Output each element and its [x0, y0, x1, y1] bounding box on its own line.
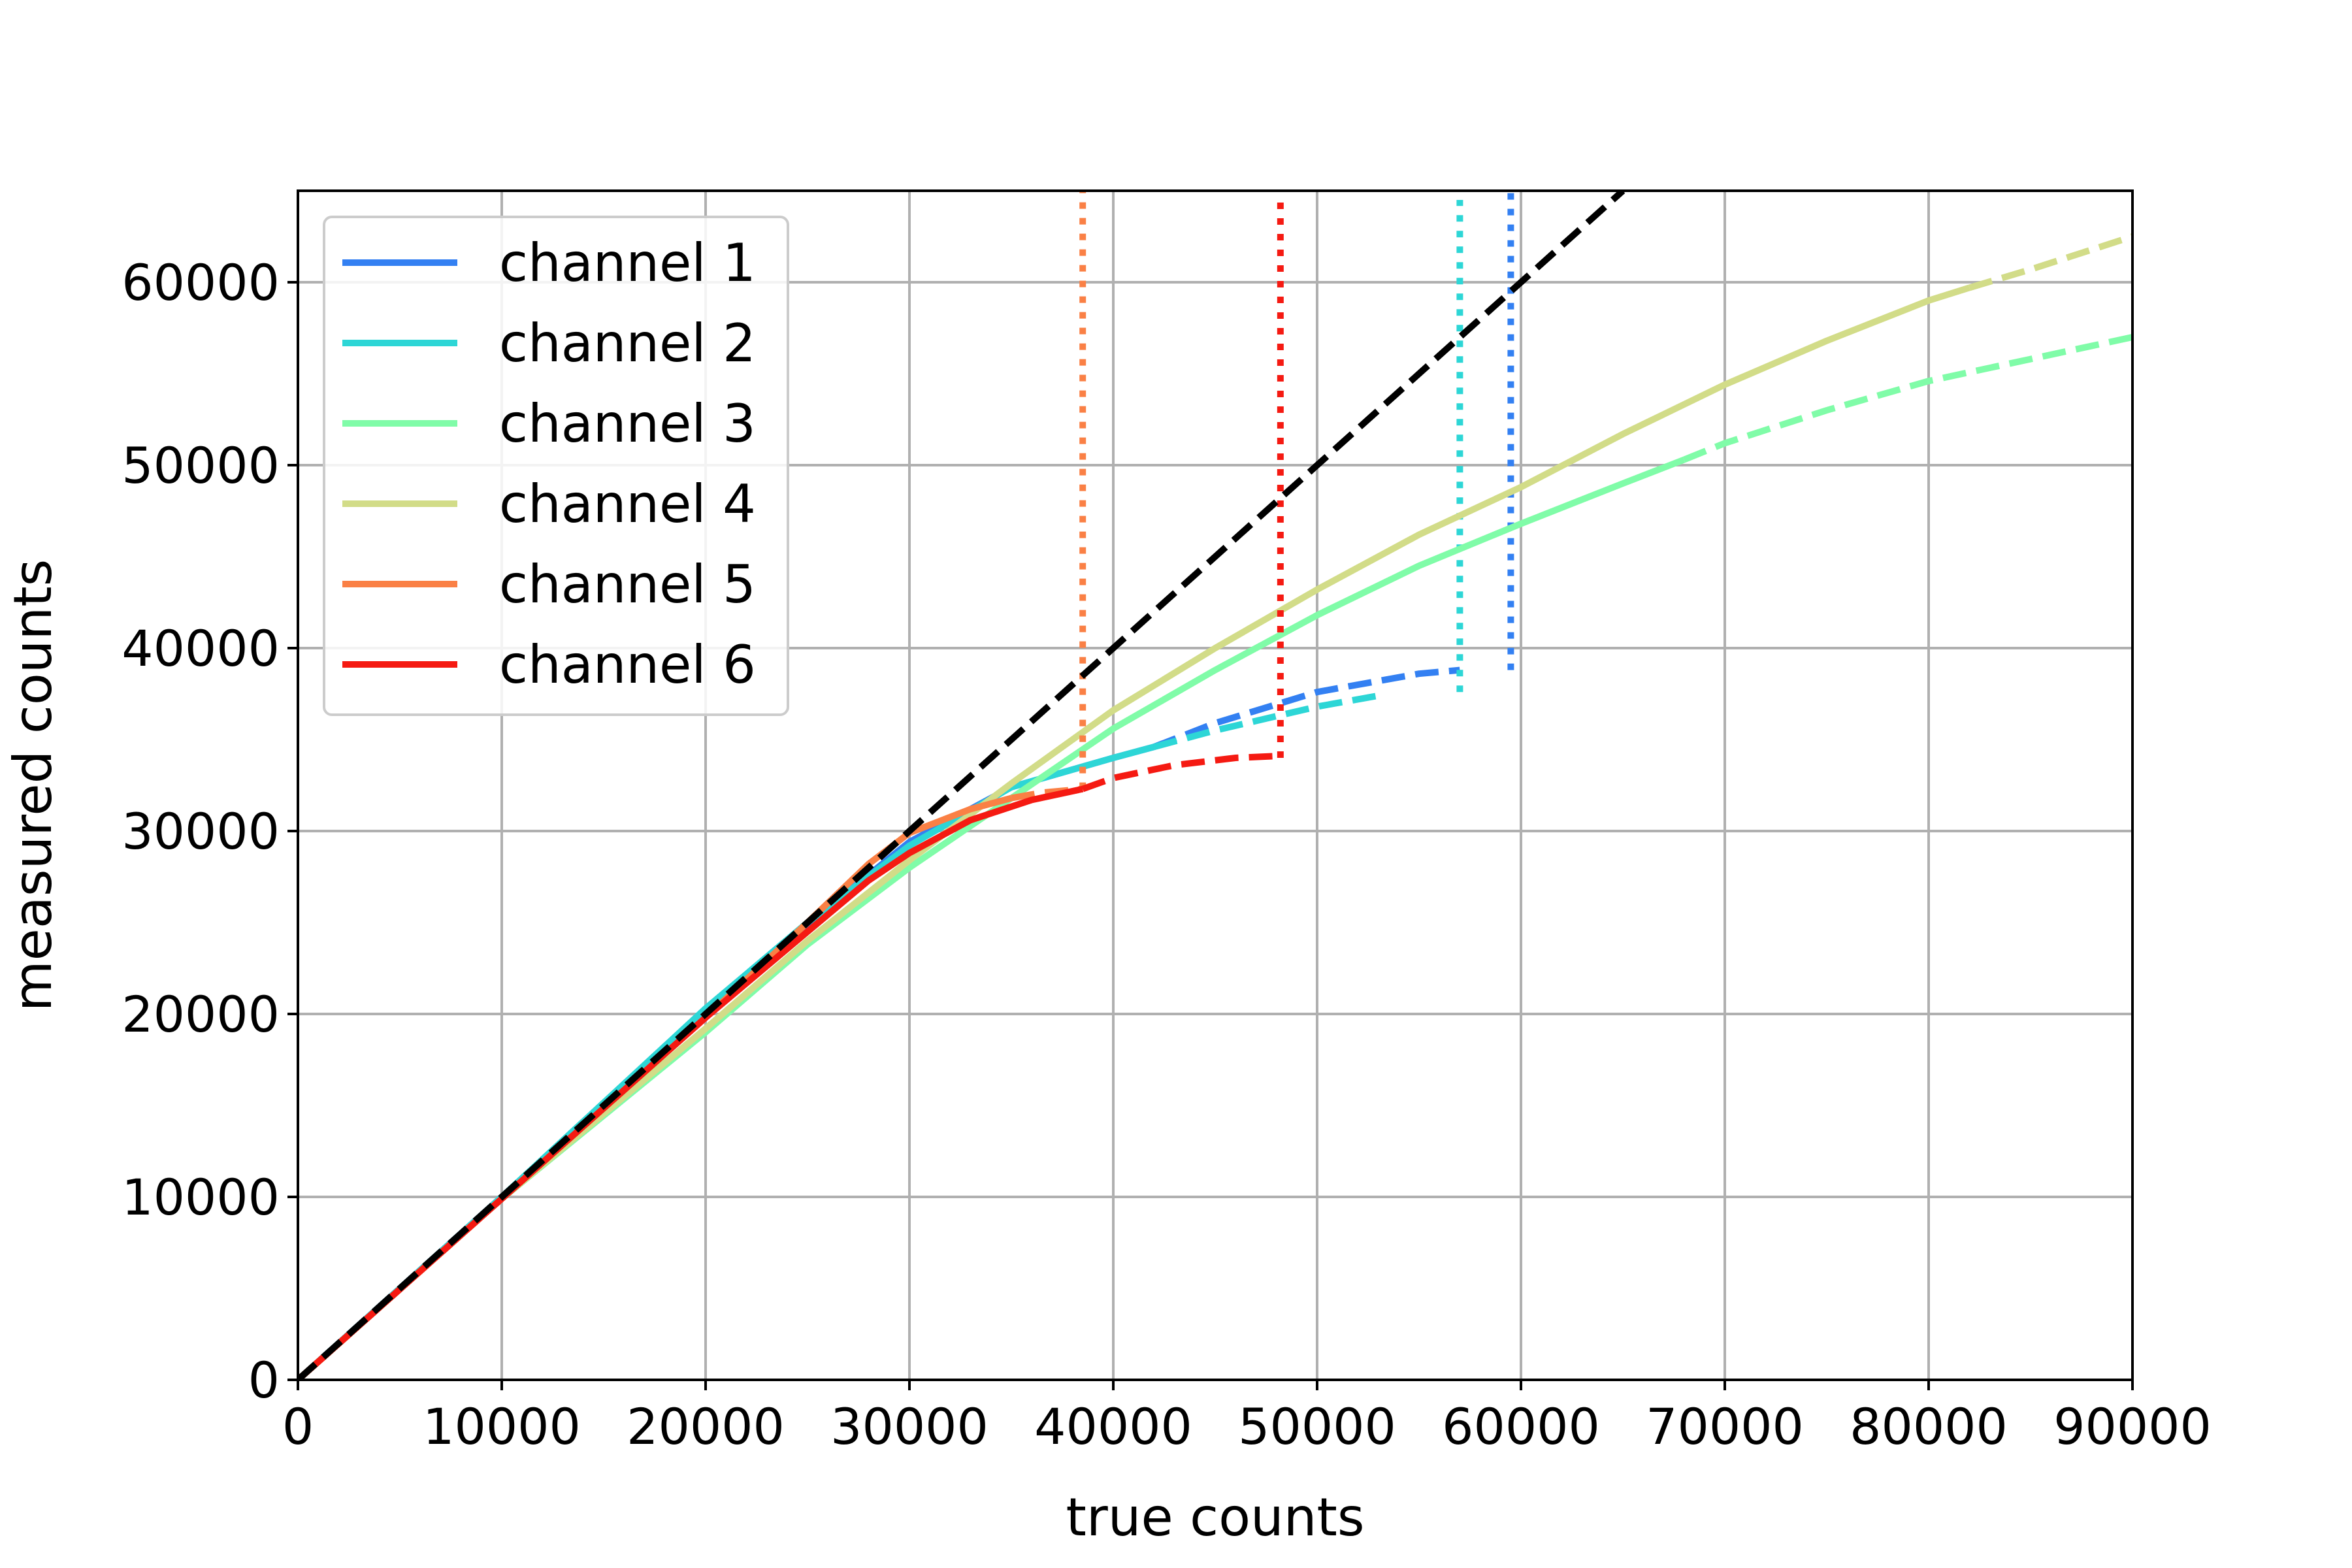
x-tick-label-4: 40000: [1034, 1397, 1192, 1456]
legend-label-4: channel 4: [499, 474, 756, 534]
legend-label-5: channel 5: [499, 554, 756, 615]
y-tick-label-3: 30000: [122, 802, 280, 860]
legend-label-6: channel 6: [499, 634, 756, 695]
series-3-dashed-line: [1682, 334, 2132, 463]
legend-label-2: channel 2: [499, 313, 756, 374]
legend-label-3: channel 3: [499, 393, 756, 454]
legend-label-1: channel 1: [499, 233, 756, 293]
x-tick-label-2: 20000: [627, 1397, 785, 1456]
series-2-dashed-line: [1153, 692, 1379, 751]
series-4-dashed-line: [1968, 233, 2132, 291]
legend: channel 1 channel 2 channel 3 channel 4 chan…: [323, 216, 789, 716]
y-axis-label: measured counts: [3, 559, 63, 1012]
x-tick-label-0: 0: [282, 1397, 314, 1456]
series-5-solid-line: [298, 794, 1013, 1380]
series-1-solid-line: [298, 743, 1155, 1380]
y-tick-label-2: 20000: [122, 985, 280, 1043]
series-5-dashed-line: [1011, 785, 1083, 802]
y-tick-label-5: 50000: [122, 436, 280, 495]
y-tick-label-4: 40000: [122, 619, 280, 678]
ticks-layer: 0 10000 20000 30000 40000 50000 60000 70000 8000…: [122, 253, 2212, 1456]
x-tick-label-1: 10000: [423, 1397, 581, 1456]
x-tick-label-9: 90000: [2053, 1397, 2212, 1456]
x-tick-label-7: 70000: [1646, 1397, 1804, 1456]
series-1-dashed-line: [1152, 666, 1460, 750]
series-2-solid-line: [298, 743, 1155, 1380]
y-tick-label-6: 60000: [122, 253, 280, 312]
x-tick-label-5: 50000: [1238, 1397, 1396, 1456]
x-tick-label-6: 60000: [1442, 1397, 1600, 1456]
series-6-solid-line: [298, 785, 1084, 1380]
series-4-solid-line: [298, 284, 1970, 1380]
series-6-dashed-line: [1081, 753, 1277, 792]
x-tick-label-3: 30000: [830, 1397, 988, 1456]
lines-layer: [298, 191, 2132, 1380]
y-tick-label-1: 10000: [122, 1168, 280, 1226]
x-tick-label-8: 80000: [1850, 1397, 2008, 1456]
plot-frame: [297, 189, 2134, 1381]
identity-line: [298, 191, 1625, 1380]
y-tick-label-0: 0: [248, 1351, 280, 1409]
x-axis-label: true counts: [1066, 1487, 1365, 1548]
